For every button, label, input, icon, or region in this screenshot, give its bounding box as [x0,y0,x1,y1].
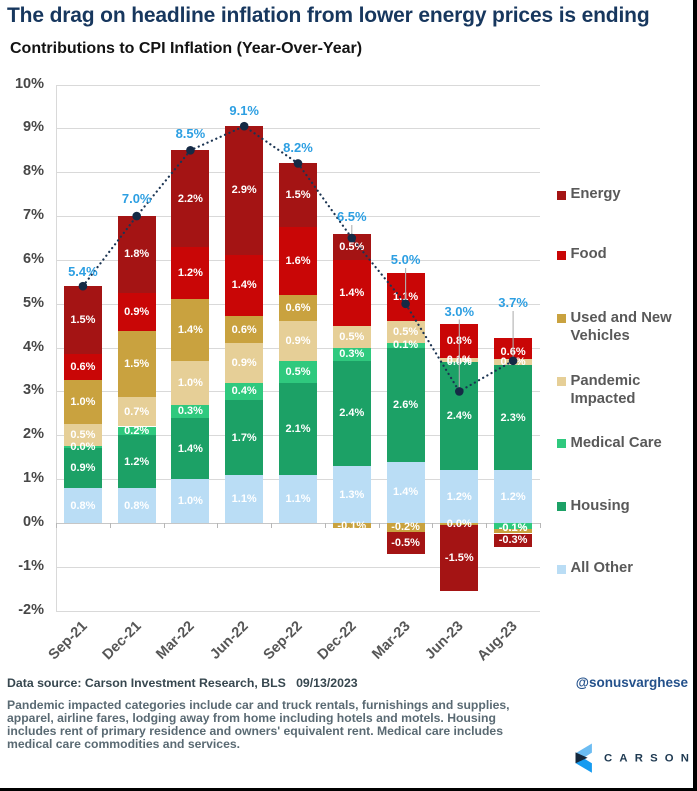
svg-text:CARSON: CARSON [604,753,690,765]
